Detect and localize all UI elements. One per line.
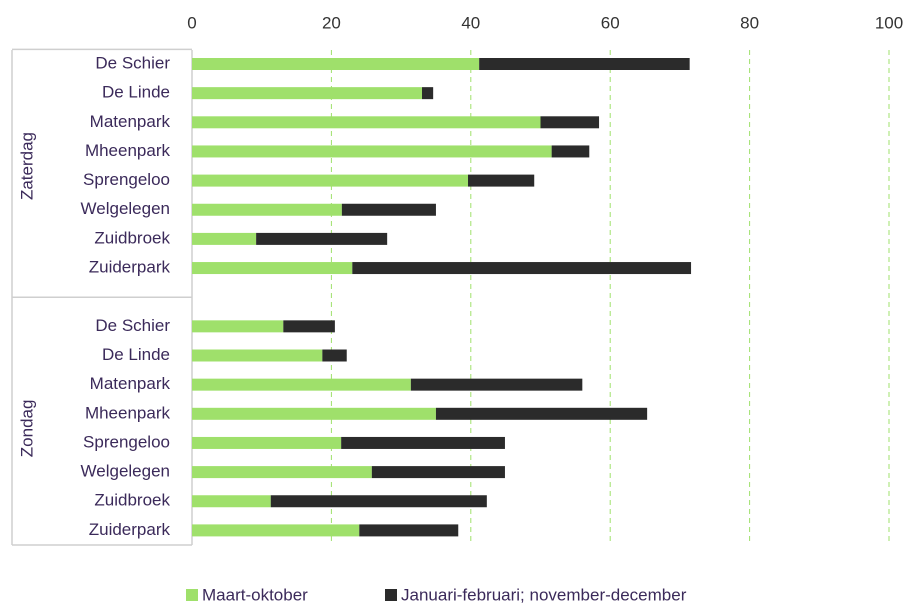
- bar-segment: [256, 232, 388, 245]
- bar-segment: [359, 524, 459, 537]
- category-label: Zuiderpark: [89, 520, 171, 539]
- bar-segment: [341, 436, 505, 449]
- category-label: Zuidbroek: [94, 228, 170, 247]
- bar-segment: [192, 378, 411, 391]
- category-label: Welgelegen: [81, 462, 170, 481]
- x-tick-label: 40: [461, 13, 480, 32]
- bar-segment: [192, 436, 342, 449]
- category-label: Matenpark: [90, 374, 171, 393]
- group-label: Zondag: [17, 400, 36, 458]
- x-tick-label: 20: [322, 13, 341, 32]
- x-tick-label: 0: [187, 13, 196, 32]
- bar-segment: [192, 203, 342, 216]
- x-tick-label: 60: [601, 13, 620, 32]
- category-label: De Linde: [102, 345, 170, 364]
- category-label: Zuidbroek: [94, 491, 170, 510]
- bar-segment: [371, 466, 505, 479]
- bar-segment: [192, 58, 480, 70]
- bar-segment: [192, 145, 552, 158]
- category-label: De Schier: [95, 53, 170, 72]
- bar-segment: [192, 174, 469, 187]
- bar-segment: [192, 349, 323, 362]
- bar-segment: [479, 58, 690, 70]
- category-label: Mheenpark: [85, 403, 171, 422]
- group-label: Zaterdag: [17, 132, 36, 200]
- legend-label: Januari-februari; november-december: [401, 585, 687, 604]
- legend-swatch: [385, 589, 397, 601]
- bar-segment: [410, 378, 583, 391]
- category-label: De Linde: [102, 83, 170, 102]
- category-label: De Schier: [95, 316, 170, 335]
- bar-segment: [192, 87, 423, 100]
- legend-swatch: [186, 589, 198, 601]
- bar-segment: [283, 320, 335, 333]
- category-label: Sprengeloo: [83, 170, 170, 189]
- bar-segment: [352, 262, 692, 275]
- bar-segment: [192, 320, 284, 333]
- bar-segment: [468, 174, 535, 187]
- bar-segment: [551, 145, 590, 158]
- category-label: Matenpark: [90, 112, 171, 131]
- bar-segment: [322, 349, 347, 362]
- x-tick-label: 100: [875, 13, 903, 32]
- bar-segment: [422, 87, 434, 100]
- category-label: Welgelegen: [81, 199, 170, 218]
- bar-segment: [192, 232, 257, 245]
- category-label: Mheenpark: [85, 141, 171, 160]
- bar-segment: [192, 407, 436, 420]
- bar-segment: [192, 466, 372, 479]
- bar-segment: [192, 524, 360, 537]
- bar-segment: [192, 116, 541, 129]
- bar-segment: [540, 116, 600, 129]
- category-label: Zuiderpark: [89, 258, 171, 277]
- bar-segment: [270, 495, 487, 508]
- bar-segment: [341, 203, 436, 216]
- category-label: Sprengeloo: [83, 432, 170, 451]
- x-tick-label: 80: [740, 13, 759, 32]
- bar-segment: [192, 262, 353, 275]
- legend-label: Maart-oktober: [202, 585, 308, 604]
- bar-segment: [192, 495, 271, 508]
- bar-segment: [435, 407, 648, 420]
